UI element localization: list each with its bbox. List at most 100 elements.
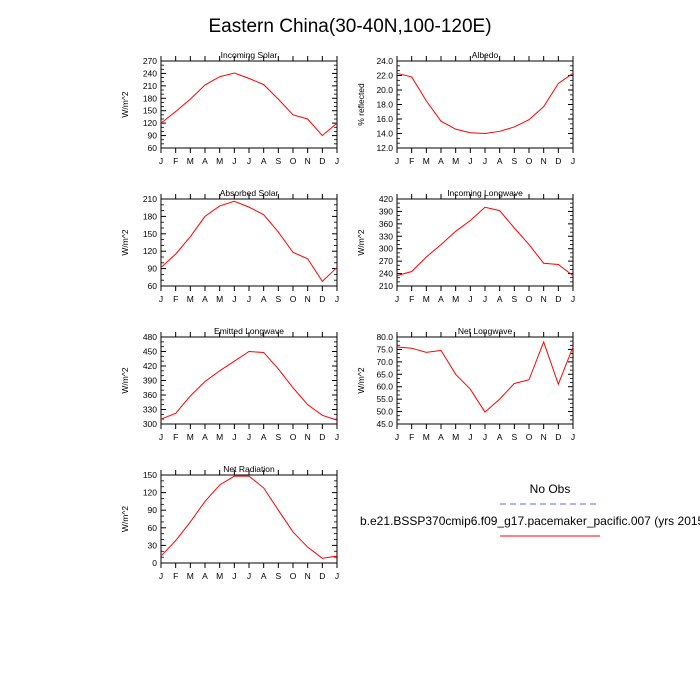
y-tick-label: 60 — [148, 281, 158, 291]
x-tick-label: F — [173, 294, 178, 304]
x-tick-label: J — [483, 156, 487, 166]
y-axis-label: W/m^2 — [356, 229, 366, 255]
x-tick-label: O — [526, 294, 533, 304]
x-tick-label: J — [571, 294, 575, 304]
y-tick-label: 60.0 — [376, 382, 393, 392]
x-tick-label: F — [409, 156, 414, 166]
x-tick-label: J — [395, 432, 399, 442]
y-tick-label: 12.0 — [376, 143, 393, 153]
y-tick-label: 70.0 — [376, 357, 393, 367]
x-tick-label: J — [247, 156, 251, 166]
x-tick-label: N — [541, 432, 547, 442]
y-tick-label: 480 — [143, 332, 157, 342]
y-tick-label: 90 — [148, 131, 158, 141]
y-tick-label: 120 — [143, 488, 157, 498]
y-tick-label: 65.0 — [376, 369, 393, 379]
x-tick-label: J — [159, 432, 163, 442]
series-line — [160, 475, 338, 559]
series-line — [396, 206, 574, 277]
y-tick-label: 60 — [148, 143, 158, 153]
x-tick-label: O — [290, 571, 297, 581]
x-tick-label: A — [438, 294, 444, 304]
x-tick-label: S — [275, 156, 281, 166]
y-tick-label: 24.0 — [376, 56, 393, 66]
y-axis-label: W/m^2 — [120, 367, 130, 393]
figure-title: Eastern China(30-40N,100-120E) — [208, 16, 491, 37]
x-tick-label: J — [247, 432, 251, 442]
x-tick-label: D — [555, 156, 561, 166]
x-tick-label: J — [335, 156, 339, 166]
x-tick-label: A — [202, 432, 208, 442]
x-tick-label: F — [173, 156, 178, 166]
x-tick-label: F — [409, 432, 414, 442]
panel-title: Albedo — [472, 50, 499, 60]
y-tick-label: 210 — [379, 281, 393, 291]
x-tick-label: O — [290, 156, 297, 166]
x-tick-label: J — [468, 432, 472, 442]
y-tick-label: 50.0 — [376, 407, 393, 417]
panel-title: Incoming Longwave — [447, 188, 523, 198]
y-axis-label: W/m^2 — [120, 229, 130, 255]
x-tick-label: M — [452, 294, 459, 304]
x-tick-label: M — [216, 432, 223, 442]
x-tick-label: F — [409, 294, 414, 304]
y-tick-label: 14.0 — [376, 129, 393, 139]
x-tick-label: S — [511, 432, 517, 442]
x-tick-label: N — [305, 156, 311, 166]
x-tick-label: J — [159, 571, 163, 581]
y-tick-label: 270 — [143, 56, 157, 66]
y-tick-label: 22.0 — [376, 71, 393, 81]
panel-title: Net Radiation — [223, 464, 275, 474]
y-tick-label: 80.0 — [376, 332, 393, 342]
x-tick-label: M — [216, 571, 223, 581]
y-tick-label: 420 — [379, 194, 393, 204]
y-tick-label: 120 — [143, 246, 157, 256]
x-tick-label: M — [452, 432, 459, 442]
x-tick-label: F — [173, 432, 178, 442]
x-tick-label: D — [319, 571, 325, 581]
x-tick-label: S — [275, 432, 281, 442]
legend-obs-label: No Obs — [530, 482, 571, 496]
y-tick-label: 180 — [143, 93, 157, 103]
chart-panel-5: Emitted Longwave W/m^2 300 330 360 390 420 450 4… — [120, 326, 339, 442]
series-line — [160, 350, 338, 421]
x-tick-label: J — [483, 294, 487, 304]
y-tick-label: 45.0 — [376, 419, 393, 429]
x-tick-label: A — [261, 432, 267, 442]
y-tick-label: 75.0 — [376, 344, 393, 354]
x-tick-label: J — [232, 432, 236, 442]
x-tick-label: A — [202, 294, 208, 304]
chart-panel-6: Net Longwave W/m^2 45.0 50.0 55.0 60.0 65.0 70.… — [356, 326, 575, 442]
y-tick-label: 16.0 — [376, 114, 393, 124]
x-tick-label: M — [216, 294, 223, 304]
panel-title: Absorbed Solar — [220, 188, 279, 198]
x-tick-label: J — [232, 156, 236, 166]
x-tick-label: M — [187, 432, 194, 442]
y-tick-label: 55.0 — [376, 394, 393, 404]
x-tick-label: F — [173, 571, 178, 581]
x-tick-label: J — [335, 432, 339, 442]
x-tick-label: D — [319, 432, 325, 442]
y-tick-label: 240 — [143, 68, 157, 78]
x-tick-label: M — [216, 156, 223, 166]
x-tick-label: M — [187, 156, 194, 166]
y-tick-label: 270 — [379, 256, 393, 266]
y-tick-label: 450 — [143, 347, 157, 357]
y-tick-label: 330 — [379, 231, 393, 241]
legend: No Obs b.e21.BSSP370cmip6.f09_g17.pacema… — [360, 482, 700, 537]
series-line — [160, 200, 338, 283]
x-tick-label: A — [497, 294, 503, 304]
x-tick-label: J — [159, 294, 163, 304]
x-tick-label: M — [423, 156, 430, 166]
x-tick-label: M — [423, 294, 430, 304]
x-tick-label: M — [423, 432, 430, 442]
x-tick-label: O — [526, 432, 533, 442]
chart-panel-2: Albedo % reflected 12.0 14.0 16.0 18.0 20.0 22.… — [356, 50, 575, 166]
x-tick-label: A — [438, 156, 444, 166]
x-tick-label: J — [335, 571, 339, 581]
y-tick-label: 390 — [143, 376, 157, 386]
y-axis-label: W/m^2 — [120, 506, 130, 532]
